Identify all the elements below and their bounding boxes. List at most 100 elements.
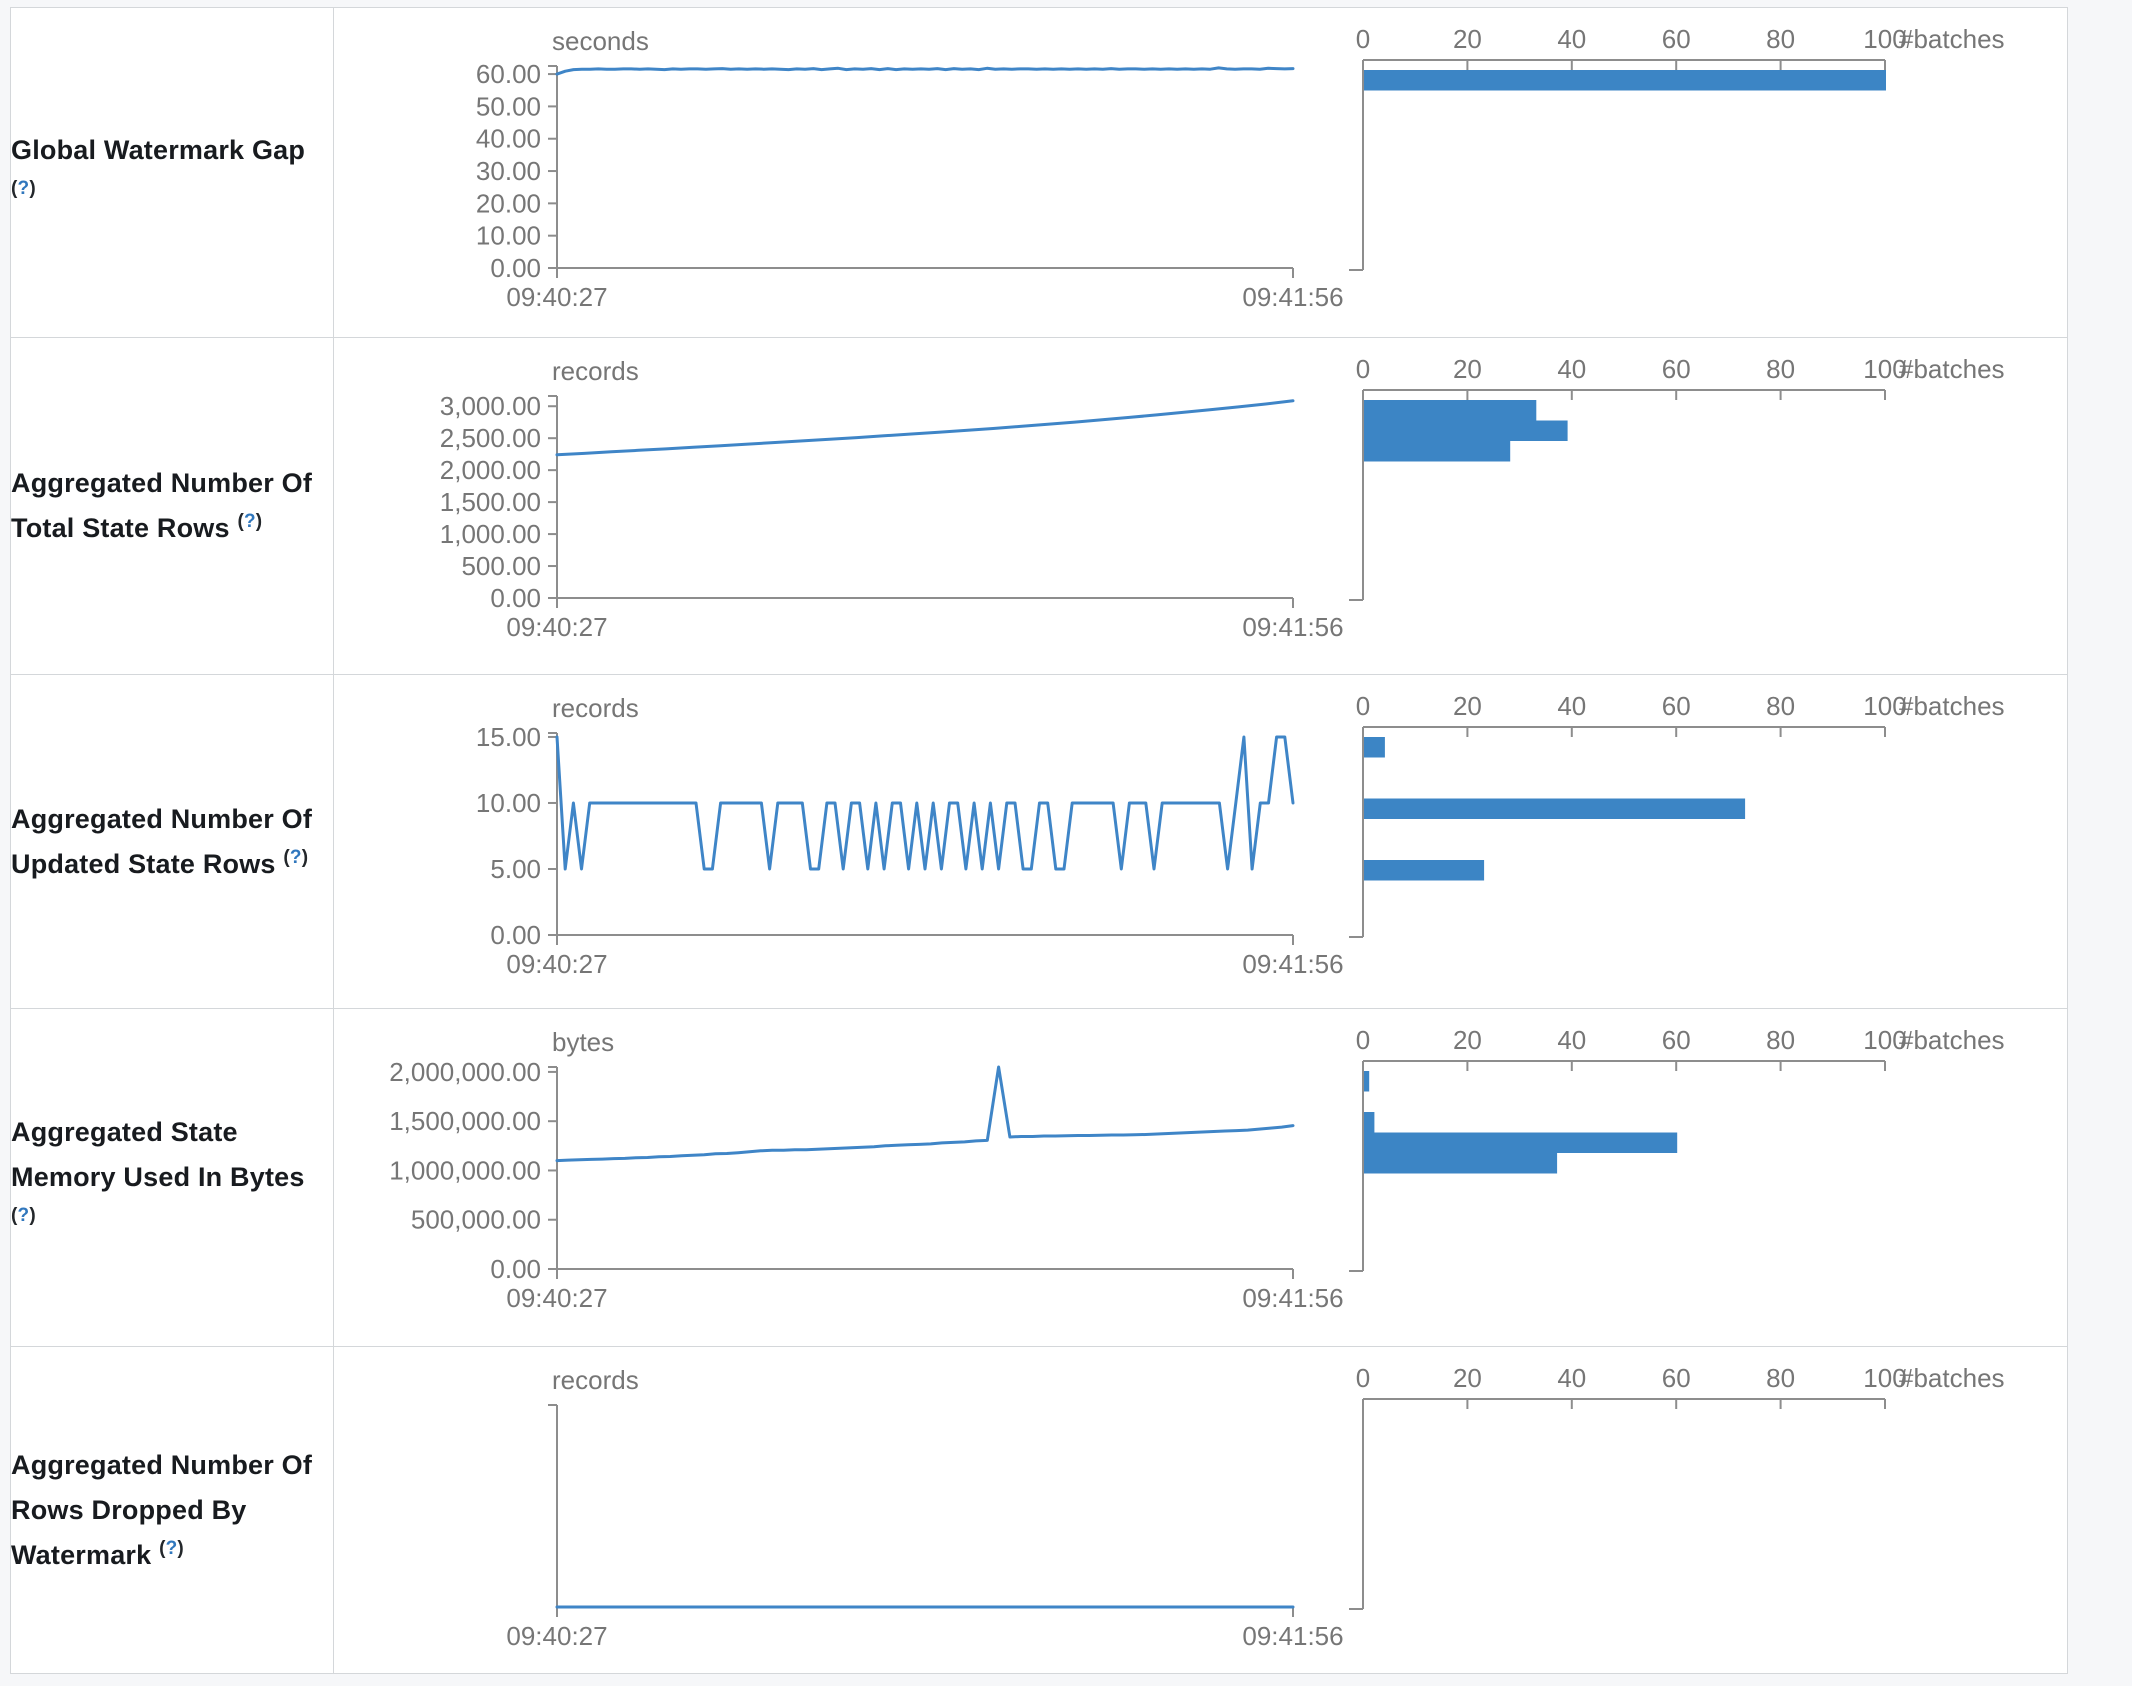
charts-aggregated-number-of-total-state-rows: records 0.00500.001,000.001,500.002,000.0… (440, 354, 2005, 642)
help-tooltip[interactable]: (?) (11, 1205, 36, 1226)
histogram-bar (1364, 420, 1568, 441)
unit-label: records (552, 356, 639, 386)
timeline-chart: records 0.00 5.00 10.00 15.00 09:40:27 09:41:5… (476, 693, 1344, 979)
metric-row-aggregated-number-of-updated-state-rows: Aggregated Number Of Updated State Rows … (10, 674, 2068, 1009)
y-tick-label: 0.00 (490, 1254, 541, 1284)
watermark-statistics-table: Global Watermark Gap (?) seconds 0.00 10.00… (10, 7, 2068, 1674)
metric-title-text: Global Watermark Gap (11, 134, 306, 165)
metric-title: Aggregated State Memory Used In Bytes (?… (11, 1117, 305, 1237)
hist-tick-label: 60 (1662, 24, 1691, 54)
metric-title: Aggregated Number Of Updated State Rows … (11, 804, 312, 879)
metric-row-aggregated-number-of-total-state-rows: Aggregated Number Of Total State Rows (?… (10, 337, 2068, 675)
histogram-bar (1364, 1132, 1678, 1153)
metric-title-text: Aggregated State Memory Used In Bytes (11, 1117, 305, 1192)
histogram-bar (1364, 1153, 1558, 1174)
hist-tick-label: 0 (1356, 24, 1370, 54)
y-tick-label: 3,000.00 (440, 391, 541, 421)
hist-tick-label: 60 (1662, 1025, 1691, 1055)
histogram-bar (1364, 798, 1746, 819)
unit-label: records (552, 1365, 639, 1395)
batches-histogram: 0 20 40 60 80 100#batches (1349, 691, 2005, 938)
hist-tick-label: 100 (1863, 691, 1906, 721)
metric-title-text: Aggregated Number Of Total State Rows (11, 468, 313, 543)
batches-histogram: 0 20 40 60 80 100#batches (1349, 354, 2005, 601)
x-end-label: 09:41:56 (1242, 1283, 1343, 1313)
timeline-chart: records 09:40:27 09:41:56 (506, 1365, 1343, 1651)
metric-title: Aggregated Number Of Rows Dropped By Wat… (11, 1450, 312, 1570)
batches-histogram: 0 20 40 60 80 100#batches (1349, 1363, 2005, 1610)
charts-aggregated-state-memory-used-in-bytes: bytes 0.00 500,000.00 1,000,000.00 1,500,000… (389, 1025, 2005, 1313)
metric-row-global-watermark-gap: Global Watermark Gap (?) seconds 0.00 10.00… (10, 7, 2068, 338)
histogram-bar (1364, 400, 1537, 421)
histogram-bar (1364, 441, 1511, 462)
hist-tick-label: 40 (1557, 1363, 1586, 1393)
y-tick-label: 15.00 (476, 722, 541, 752)
timeline-chart: seconds 0.0010.0020.0030.0040.0050.0060.0… (476, 26, 1344, 312)
hist-tick-label: 80 (1766, 354, 1795, 384)
hist-tick-label: 60 (1662, 691, 1691, 721)
hist-axis-label: #batches (1899, 24, 2005, 54)
hist-tick-label: 20 (1453, 354, 1482, 384)
metric-title-text: Aggregated Number Of Rows Dropped By Wat… (11, 1449, 313, 1570)
metric-line-series (555, 1065, 1295, 1163)
hist-tick-label: 40 (1557, 354, 1586, 384)
hist-tick-label: 60 (1662, 354, 1691, 384)
metric-chart-cell: records 0.00 500.00 1,000.00 1,500.00 2,000.0… (333, 337, 2068, 675)
x-start-label: 09:40:27 (506, 1283, 607, 1313)
y-tick-label: 1,500.00 (440, 487, 541, 517)
timeline-chart: records 0.00500.001,000.001,500.002,000.0… (440, 356, 1344, 642)
x-start-label: 09:40:27 (506, 949, 607, 979)
help-tooltip[interactable]: (?) (283, 846, 309, 868)
hist-axis-label: #batches (1899, 691, 2005, 721)
hist-axis-label: #batches (1899, 354, 2005, 384)
hist-tick-label: 80 (1766, 1025, 1795, 1055)
hist-tick-label: 20 (1453, 1025, 1482, 1055)
metric-label-cell: Global Watermark Gap (?) (10, 7, 334, 338)
y-tick-label: 10.00 (476, 221, 541, 251)
metric-line-series (555, 399, 1295, 457)
question-mark-icon: ? (243, 511, 256, 532)
batches-histogram: 0 20 40 60 80 100#batches (1349, 24, 2005, 271)
metric-line-series (555, 735, 1295, 871)
y-tick-label: 0.00 (490, 253, 541, 283)
unit-label: records (552, 693, 639, 723)
y-tick-label: 0.00 (490, 583, 541, 613)
metric-title: Aggregated Number Of Total State Rows (?… (11, 468, 312, 543)
x-start-label: 09:40:27 (506, 612, 607, 642)
hist-tick-label: 20 (1453, 1363, 1482, 1393)
y-tick-label: 1,500,000.00 (389, 1106, 541, 1136)
hist-tick-label: 40 (1557, 24, 1586, 54)
y-tick-label: 5.00 (490, 854, 541, 884)
y-tick-label: 1,000.00 (440, 519, 541, 549)
hist-tick-label: 0 (1356, 691, 1370, 721)
metric-label-cell: Aggregated Number Of Total State Rows (?… (10, 337, 334, 675)
hist-axis-label: #batches (1899, 1025, 2005, 1055)
x-end-label: 09:41:56 (1242, 612, 1343, 642)
hist-tick-label: 40 (1557, 1025, 1586, 1055)
x-end-label: 09:41:56 (1242, 949, 1343, 979)
question-mark-icon: ? (165, 1537, 178, 1559)
metric-chart-cell: records 0.00 5.00 10.00 15.00 09:40:27 09:41:5… (333, 674, 2068, 1009)
y-tick-label: 2,000,000.00 (389, 1057, 541, 1087)
metric-label-cell: Aggregated State Memory Used In Bytes (?… (10, 1008, 334, 1347)
hist-tick-label: 80 (1766, 1363, 1795, 1393)
x-start-label: 09:40:27 (506, 1621, 607, 1651)
hist-tick-label: 0 (1356, 354, 1370, 384)
hist-tick-label: 80 (1766, 691, 1795, 721)
help-tooltip[interactable]: (?) (11, 177, 36, 199)
unit-label: bytes (552, 1027, 614, 1057)
help-tooltip[interactable]: (?) (237, 511, 263, 532)
x-end-label: 09:41:56 (1242, 1621, 1343, 1651)
charts-global-watermark-gap: seconds 0.0010.0020.0030.0040.0050.0060.0… (476, 24, 2005, 312)
timeline-chart: bytes 0.00 500,000.00 1,000,000.00 1,500,000… (389, 1027, 1343, 1313)
metric-label-cell: Aggregated Number Of Rows Dropped By Wat… (10, 1346, 334, 1674)
histogram-bar (1364, 1071, 1370, 1092)
hist-tick-label: 100 (1863, 24, 1906, 54)
metric-chart-cell: bytes 0.00 500,000.00 1,000,000.00 1,500,000… (333, 1008, 2068, 1347)
hist-tick-label: 100 (1863, 1363, 1906, 1393)
unit-label: seconds (552, 26, 649, 56)
question-mark-icon: ? (17, 1205, 30, 1226)
help-tooltip[interactable]: (?) (159, 1537, 184, 1559)
metric-row-aggregated-state-memory-used-in-bytes: Aggregated State Memory Used In Bytes (?… (10, 1008, 2068, 1347)
charts-aggregated-number-of-updated-state-rows: records 0.00 5.00 10.00 15.00 09:40:27 09:41:5… (476, 691, 2005, 979)
